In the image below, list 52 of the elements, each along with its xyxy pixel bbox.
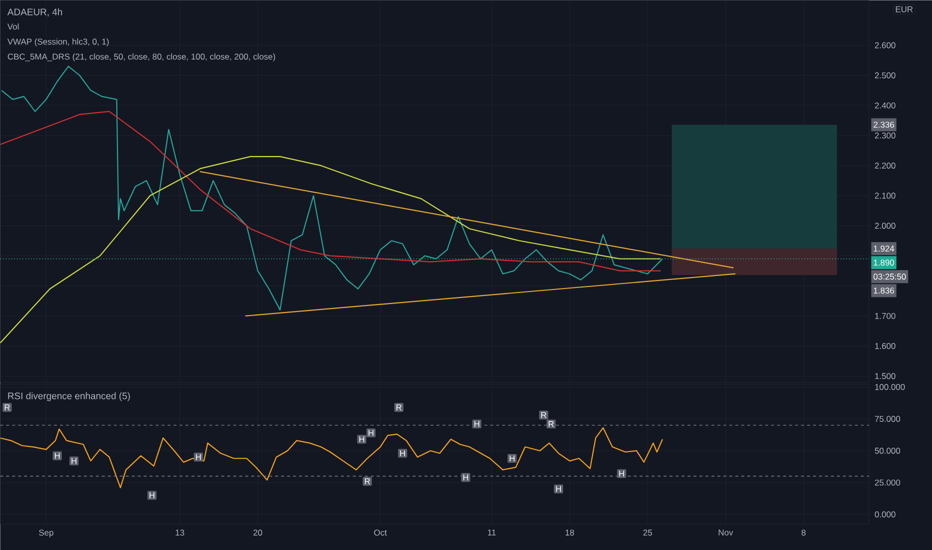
annotation: H <box>359 436 364 442</box>
y-tick-label: 100.000 <box>875 384 905 390</box>
y-tick-label: 25.000 <box>874 480 900 486</box>
text: 03:25:50 <box>874 274 906 280</box>
annotation: R <box>364 478 370 484</box>
y-tick-label: 0.000 <box>874 511 896 518</box>
x-tick-label: 25 <box>643 530 652 536</box>
y-tick-label: 75.000 <box>874 416 900 422</box>
annotation: R <box>541 412 546 418</box>
annotation: CBC_5MA_DRS (21, close, 50, close, 80, close, 100, close, 200, close) <box>8 53 276 62</box>
annotation: 1.924 <box>874 246 894 252</box>
x-tick-label: 13 <box>176 530 184 536</box>
y-tick-label: 50.000 <box>874 448 900 454</box>
annotation: VWAP (Session, hlc3, 0, 1) <box>7 38 109 46</box>
annotation: H <box>619 470 624 477</box>
text: ADAEUR, 4h <box>7 8 62 16</box>
annotation: H <box>54 452 60 459</box>
annotation: R <box>4 404 10 410</box>
y-axis-title: EUR <box>896 6 913 12</box>
annotation: H <box>556 486 561 492</box>
annotation: H <box>463 474 468 480</box>
annotation: 2.336 <box>874 122 894 128</box>
y-tick-label: 1.500 <box>875 373 896 380</box>
y-tick-label: 2.600 <box>874 42 896 48</box>
annotation: R <box>548 421 554 427</box>
annotation: H <box>400 450 405 456</box>
x-tick-label: 11 <box>488 530 496 536</box>
x-tick-label: Sep <box>39 530 54 538</box>
annotation: H <box>510 455 514 462</box>
annotation: H <box>150 492 154 498</box>
x-tick-label: 18 <box>566 530 574 536</box>
y-tick-label: 2.400 <box>874 102 896 108</box>
annotation: R <box>396 404 402 410</box>
x-tick-label: Oct <box>374 530 387 536</box>
annotation: H <box>368 430 374 436</box>
annotation: H <box>72 458 76 464</box>
y-tick-label: 2.300 <box>874 132 896 138</box>
y-tick-label: 1.600 <box>875 343 896 349</box>
ref-line-label: 1.890 <box>874 260 894 266</box>
text: RSI divergence enhanced (5) <box>8 392 130 402</box>
x-tick-label: 20 <box>254 530 262 536</box>
annotation: H <box>474 421 480 427</box>
y-tick-label: 2.000 <box>874 222 896 229</box>
y-tick-label: 2.200 <box>874 162 896 169</box>
annotation: H <box>196 454 201 460</box>
x-tick-label: Nov <box>718 530 734 536</box>
text: 1.836 <box>874 288 894 294</box>
x-tick-label: 8 <box>802 530 806 536</box>
annotation: Vol <box>7 23 19 30</box>
y-tick-label: 2.500 <box>874 72 896 78</box>
y-tick-label: 2.100 <box>874 192 896 199</box>
y-tick-label: 1.700 <box>875 312 896 319</box>
